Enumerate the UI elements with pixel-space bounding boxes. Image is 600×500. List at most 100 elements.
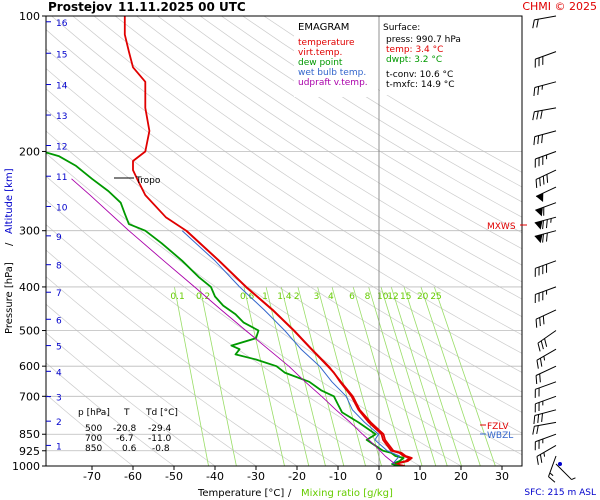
- wind-barb-shaft: [535, 186, 557, 197]
- dry-adiabat-line: [178, 16, 522, 234]
- y-tick-label: 600: [19, 360, 40, 373]
- wind-barb: [533, 81, 557, 97]
- wind-barb: [534, 395, 557, 413]
- mixing-ratio-label: 15: [400, 292, 411, 302]
- table-cell: -6.7: [116, 434, 134, 444]
- wind-barb: [534, 260, 557, 277]
- wind-barb-half-feather: [543, 356, 546, 361]
- dry-adiabat-line: [46, 68, 522, 393]
- wind-barb: [535, 186, 557, 202]
- wind-barb-feather: [539, 373, 541, 383]
- wind-barb-feather: [532, 426, 535, 435]
- y-tick-label: 500: [19, 325, 40, 338]
- wind-barb-feather: [533, 87, 536, 97]
- wbzl-label: WBZL: [487, 431, 513, 441]
- wind-barb-shaft: [534, 81, 557, 88]
- fzlv-label: FZLV: [487, 422, 509, 432]
- x-tick-label: 20: [454, 470, 468, 483]
- wind-barb-feather: [542, 156, 544, 165]
- wind-barb: [532, 107, 557, 121]
- altitude-tick-label: 9: [56, 233, 62, 243]
- table-header-t: T: [123, 408, 130, 418]
- wind-barb-feather: [543, 207, 545, 216]
- wind-barb: [548, 455, 557, 483]
- altitude-tick-label: 7: [56, 289, 62, 299]
- dry-adiabat-line: [46, 29, 522, 354]
- mixing-ratio-line: [390, 286, 448, 466]
- wind-barb-shaft: [535, 433, 557, 443]
- wind-barb-feather: [536, 360, 539, 369]
- table-cell: 700: [85, 434, 102, 444]
- mixing-ratio-label: 10: [377, 292, 389, 302]
- altitude-tick-label: 10: [56, 203, 68, 213]
- dry-adiabat-line: [199, 16, 522, 218]
- mixing-ratio-label: 25: [430, 292, 441, 302]
- wind-barb-feather: [535, 319, 538, 328]
- credit-label: CHMI © 2025: [522, 0, 597, 13]
- wind-barb: [536, 444, 557, 465]
- mixing-ratio-line: [265, 286, 310, 466]
- mixing-ratio-label: 12: [387, 292, 398, 302]
- table-cell: -11.0: [148, 434, 172, 444]
- y-axis-title-altitude: Altitude [km]: [4, 168, 15, 234]
- wind-barb-pennant: [534, 220, 543, 230]
- mixing-ratio-label: 1.4: [277, 292, 292, 302]
- wind-barb-shaft: [535, 51, 557, 60]
- y-axis-title: Pressure [hPa]: [4, 262, 15, 334]
- wind-barb-shaft: [535, 381, 557, 390]
- wind-barb: [535, 169, 557, 188]
- dry-adiabat-line: [72, 16, 522, 318]
- wind-barb-half-feather: [550, 218, 552, 223]
- wind-barb-feather: [548, 476, 556, 483]
- wind-barb: [534, 286, 557, 303]
- wind-barb-feather: [538, 387, 540, 397]
- surface-press: press: 990.7 hPa: [386, 35, 461, 45]
- mixing-ratio-label: 4: [328, 292, 334, 302]
- dry-adiabat-line: [136, 16, 522, 266]
- wind-barb-feather: [540, 340, 544, 350]
- wind-barb: [535, 365, 557, 385]
- table-cell: 500: [85, 424, 102, 434]
- wind-barb-feather: [546, 174, 549, 183]
- wind-barb-feather: [539, 177, 541, 187]
- wind-barb-feather: [539, 358, 543, 367]
- y-tick-label: 300: [19, 225, 40, 238]
- x-tick-label: 30: [495, 470, 509, 483]
- legend-item-wet-bulb: wet bulb temp.: [298, 68, 366, 78]
- wind-barb-half-feather: [542, 438, 544, 444]
- surface-tmxfc: t-mxfc: 14.9 °C: [386, 80, 455, 90]
- mixing-ratio-label: 6: [349, 292, 355, 302]
- wind-barb: [535, 202, 557, 217]
- y-tick-label: 1000: [12, 460, 40, 473]
- surface-title: Surface:: [383, 23, 420, 33]
- surface-box: [380, 17, 470, 95]
- legend-title: EMAGRAM: [298, 22, 349, 33]
- dry-adiabat-line: [221, 16, 522, 203]
- wind-barb-feather: [533, 136, 536, 146]
- altitude-tick-label: 6: [56, 316, 62, 326]
- dry-adiabat-line: [114, 16, 522, 283]
- wind-barb-feather: [539, 454, 543, 463]
- wind-barb-shaft: [535, 260, 557, 269]
- wind-barb-feather: [537, 414, 540, 424]
- y-axis-separator: /: [4, 242, 15, 246]
- wind-barb-feather: [535, 179, 538, 188]
- wind-barb-feather: [542, 291, 544, 301]
- wind-barb-feather: [546, 264, 548, 273]
- mixing-ratio-line: [317, 286, 366, 466]
- wind-barb-feather: [542, 265, 544, 275]
- y-tick-label: 700: [19, 390, 40, 403]
- altitude-tick-label: 13: [56, 112, 67, 122]
- wind-barb-feather: [536, 425, 539, 435]
- mixing-ratio-line: [199, 286, 237, 466]
- plot-frame: [45, 15, 523, 467]
- wind-barb: [534, 433, 557, 451]
- legend-item-updraft: udpraft v.temp.: [298, 78, 368, 88]
- wind-barb-feather: [538, 157, 540, 167]
- dry-adiabat-line: [157, 16, 522, 250]
- dry-adiabat-line: [51, 16, 522, 336]
- wind-barb: [534, 51, 557, 68]
- altitude-tick-label: 3: [56, 394, 62, 404]
- table-cell: 850: [85, 444, 102, 454]
- wind-barb-feather: [534, 441, 536, 451]
